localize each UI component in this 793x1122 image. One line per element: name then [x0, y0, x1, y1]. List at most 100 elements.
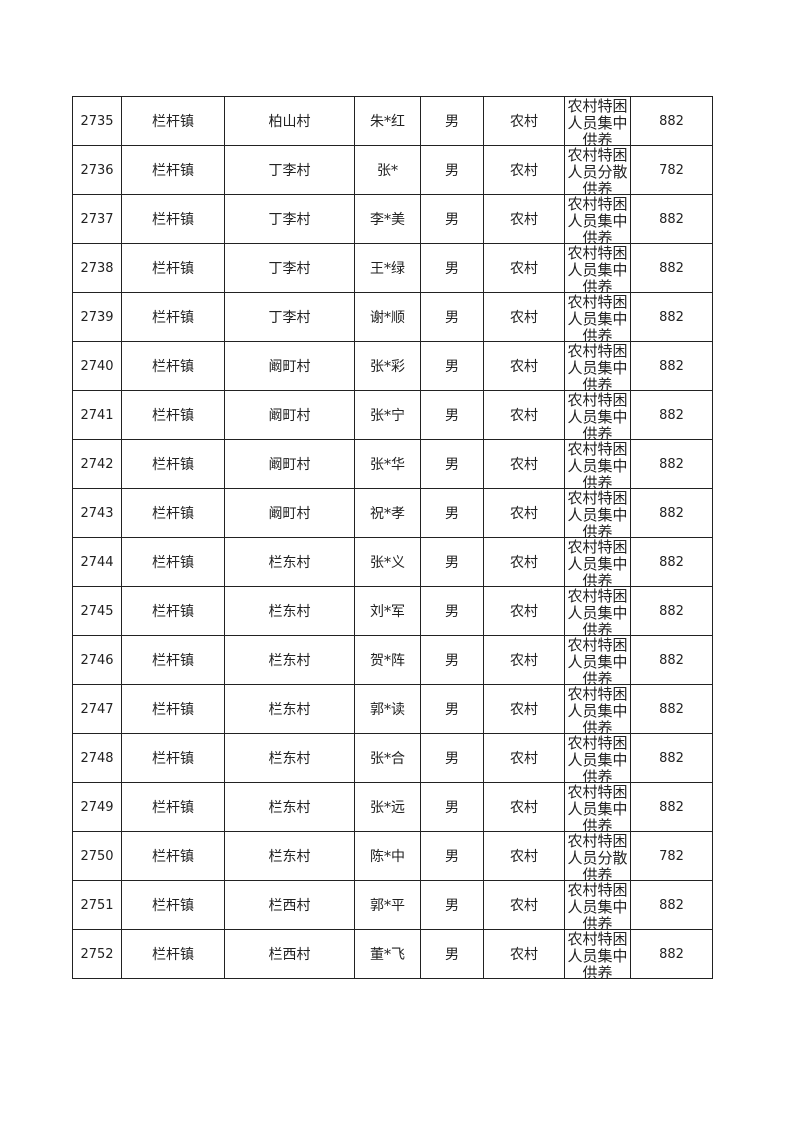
village-cell: 栏东村: [224, 733, 355, 783]
gender-cell: 男: [420, 537, 484, 587]
town-cell: 栏杆镇: [121, 96, 225, 146]
household-type-cell: 农村: [483, 929, 565, 979]
gender-cell: 男: [420, 831, 484, 881]
amount-cell: 782: [630, 145, 713, 195]
amount-cell: 882: [630, 586, 713, 636]
table-row: 2737 栏杆镇 丁李村 李*美男农村 农村特困人员集中供养 882: [72, 194, 713, 244]
household-type-cell: 农村: [483, 439, 565, 489]
amount-cell: 882: [630, 488, 713, 538]
category-cell: 农村特困人员集中供养: [564, 96, 631, 146]
row-number: 2744: [72, 537, 122, 587]
village-cell: 丁李村: [224, 145, 355, 195]
table-row: 2736 栏杆镇 丁李村 张* 男农村 农村特困人员分散供养 782: [72, 145, 713, 195]
town-cell: 栏杆镇: [121, 929, 225, 979]
category-cell: 农村特困人员集中供养: [564, 194, 631, 244]
table-body: 2735 栏杆镇 柏山村 朱*红男农村 农村特困人员集中供养 882 2736 栏杆镇 丁李村张…: [72, 96, 713, 979]
village-cell: 丁李村: [224, 292, 355, 342]
village-cell: 栏西村: [224, 880, 355, 930]
gender-cell: 男: [420, 341, 484, 391]
household-type-cell: 农村: [483, 243, 565, 293]
category-text: 农村特困人员集中供养: [567, 734, 628, 782]
row-number: 2736: [72, 145, 122, 195]
amount-cell: 882: [630, 635, 713, 685]
village-cell: 阚町村: [224, 341, 355, 391]
town-cell: 栏杆镇: [121, 733, 225, 783]
category-cell: 农村特困人员集中供养: [564, 243, 631, 293]
amount-cell: 782: [630, 831, 713, 881]
town-cell: 栏杆镇: [121, 439, 225, 489]
amount-cell: 882: [630, 292, 713, 342]
town-cell: 栏杆镇: [121, 390, 225, 440]
amount-cell: 882: [630, 880, 713, 930]
amount-cell: 882: [630, 684, 713, 734]
category-text: 农村特困人员集中供养: [567, 391, 628, 439]
village-cell: 柏山村: [224, 96, 355, 146]
village-cell: 阚町村: [224, 488, 355, 538]
household-type-cell: 农村: [483, 341, 565, 391]
household-type-cell: 农村: [483, 292, 565, 342]
village-cell: 丁李村: [224, 194, 355, 244]
village-cell: 阚町村: [224, 439, 355, 489]
table-row: 2750 栏杆镇 栏东村 陈*中男农村 农村特困人员分散供养 782: [72, 831, 713, 881]
row-number: 2740: [72, 341, 122, 391]
gender-cell: 男: [420, 439, 484, 489]
gender-cell: 男: [420, 635, 484, 685]
town-cell: 栏杆镇: [121, 537, 225, 587]
household-type-cell: 农村: [483, 831, 565, 881]
village-cell: 栏东村: [224, 831, 355, 881]
name-cell: 郭*平: [354, 880, 421, 930]
name-cell: 张*华: [354, 439, 421, 489]
town-cell: 栏杆镇: [121, 243, 225, 293]
household-type-cell: 农村: [483, 96, 565, 146]
name-cell: 刘*军: [354, 586, 421, 636]
town-cell: 栏杆镇: [121, 880, 225, 930]
table-row: 2738 栏杆镇 丁李村 王*绿男农村 农村特困人员集中供养 882: [72, 243, 713, 293]
amount-cell: 882: [630, 733, 713, 783]
row-number: 2752: [72, 929, 122, 979]
gender-cell: 男: [420, 243, 484, 293]
row-number: 2750: [72, 831, 122, 881]
category-cell: 农村特困人员集中供养: [564, 439, 631, 489]
category-cell: 农村特困人员集中供养: [564, 537, 631, 587]
category-text: 农村特困人员集中供养: [567, 489, 628, 537]
town-cell: 栏杆镇: [121, 635, 225, 685]
table-row: 2740 栏杆镇 阚町村 张*彩男农村 农村特困人员集中供养 882: [72, 341, 713, 391]
name-cell: 陈*中: [354, 831, 421, 881]
row-number: 2735: [72, 96, 122, 146]
name-cell: 张*彩: [354, 341, 421, 391]
category-cell: 农村特困人员集中供养: [564, 292, 631, 342]
gender-cell: 男: [420, 929, 484, 979]
household-type-cell: 农村: [483, 782, 565, 832]
row-number: 2749: [72, 782, 122, 832]
household-type-cell: 农村: [483, 537, 565, 587]
town-cell: 栏杆镇: [121, 782, 225, 832]
table-row: 2751 栏杆镇 栏西村 郭*平男农村 农村特困人员集中供养 882: [72, 880, 713, 930]
village-cell: 栏西村: [224, 929, 355, 979]
village-cell: 栏东村: [224, 537, 355, 587]
category-text: 农村特困人员集中供养: [567, 783, 628, 831]
category-text: 农村特困人员集中供养: [567, 342, 628, 390]
category-text: 农村特困人员分散供养: [567, 832, 628, 880]
household-type-cell: 农村: [483, 488, 565, 538]
table-row: 2746 栏杆镇 栏东村 贺*阵男农村 农村特困人员集中供养 882: [72, 635, 713, 685]
town-cell: 栏杆镇: [121, 194, 225, 244]
household-type-cell: 农村: [483, 684, 565, 734]
gender-cell: 男: [420, 782, 484, 832]
amount-cell: 882: [630, 243, 713, 293]
gender-cell: 男: [420, 880, 484, 930]
amount-cell: 882: [630, 439, 713, 489]
amount-cell: 882: [630, 537, 713, 587]
row-number: 2743: [72, 488, 122, 538]
row-number: 2751: [72, 880, 122, 930]
household-type-cell: 农村: [483, 586, 565, 636]
household-type-cell: 农村: [483, 635, 565, 685]
row-number: 2746: [72, 635, 122, 685]
row-number: 2747: [72, 684, 122, 734]
name-cell: 祝*孝: [354, 488, 421, 538]
table-row: 2743 栏杆镇 阚町村 祝*孝男农村 农村特困人员集中供养 882: [72, 488, 713, 538]
table-row: 2747 栏杆镇 栏东村 郭*读男农村 农村特困人员集中供养 882: [72, 684, 713, 734]
category-text: 农村特困人员集中供养: [567, 930, 628, 978]
name-cell: 董*飞: [354, 929, 421, 979]
row-number: 2748: [72, 733, 122, 783]
name-cell: 王*绿: [354, 243, 421, 293]
